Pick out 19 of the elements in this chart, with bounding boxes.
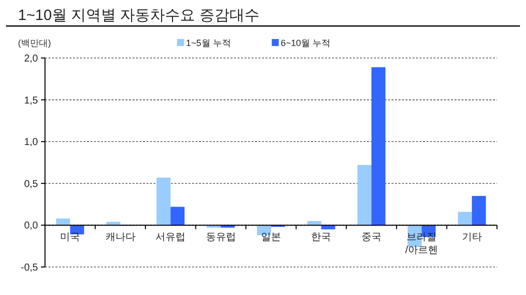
- legend-label: 1~5월 누적: [186, 38, 231, 48]
- x-tick-label: 캐나다: [105, 232, 136, 244]
- y-axis-title: (백만대): [18, 38, 51, 48]
- x-tick-label: 미국: [60, 232, 80, 244]
- y-tick-label: 0,5: [24, 178, 38, 190]
- x-tick-label: 일본: [261, 232, 281, 244]
- x-tick-label: 기타: [462, 232, 482, 244]
- y-tick-label: 1,5: [24, 95, 38, 106]
- y-tick-label: -0,5: [20, 262, 38, 274]
- x-tick-label: 한국: [311, 232, 332, 244]
- y-tick-label: 0,0: [24, 220, 38, 232]
- y-tick-label: 2,0: [24, 54, 38, 64]
- chart-title: 1~10월 지역별 자동차수요 증감대수: [18, 7, 260, 24]
- x-tick-label: 서유럽: [156, 232, 186, 244]
- y-tick-label: 1,0: [24, 137, 38, 148]
- x-tick-label: 브라질 /아르헨: [405, 232, 438, 256]
- x-tick-label: 동유럽: [206, 232, 236, 244]
- legend-label: 6~10월 누적: [280, 38, 331, 48]
- x-tick-label: 중국: [361, 232, 382, 244]
